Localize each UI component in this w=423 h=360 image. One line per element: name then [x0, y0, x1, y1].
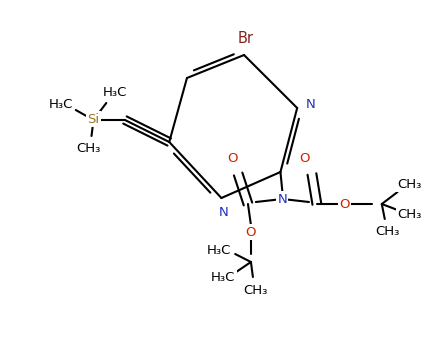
- Text: O: O: [339, 198, 350, 211]
- Text: CH₃: CH₃: [244, 284, 268, 297]
- Text: CH₃: CH₃: [376, 225, 400, 238]
- Text: CH₃: CH₃: [397, 207, 422, 221]
- Text: H₃C: H₃C: [207, 243, 232, 257]
- Text: CH₃: CH₃: [77, 141, 101, 154]
- Text: H₃C: H₃C: [103, 85, 127, 99]
- Text: H₃C: H₃C: [49, 99, 73, 112]
- Text: Br: Br: [238, 31, 254, 45]
- Text: N: N: [277, 193, 287, 206]
- Text: O: O: [299, 152, 309, 165]
- Text: CH₃: CH₃: [397, 177, 422, 190]
- Text: N: N: [219, 206, 228, 219]
- Text: O: O: [246, 225, 256, 239]
- Text: O: O: [227, 152, 237, 165]
- Text: Si: Si: [88, 112, 99, 126]
- Text: N: N: [306, 98, 316, 111]
- Text: H₃C: H₃C: [211, 270, 236, 284]
